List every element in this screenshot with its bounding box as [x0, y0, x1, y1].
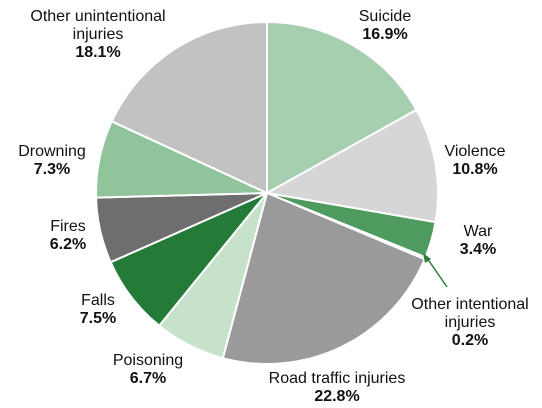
value-label: 3.4%	[459, 241, 497, 258]
slice-label: Suicide 16.9%	[325, 8, 445, 44]
slice-label: Other unintentional injuries 18.1%	[13, 8, 183, 62]
slice-label: Violence 10.8%	[415, 143, 535, 179]
slice-label: Fires 6.2%	[28, 218, 108, 254]
value-label: 6.7%	[129, 370, 167, 387]
category-label: Drowning	[18, 143, 86, 160]
category-label: Suicide	[358, 8, 412, 25]
pie-slice	[266, 20, 418, 195]
leader-arrow	[426, 257, 448, 288]
arrow-head	[423, 253, 431, 263]
category-label: Violence	[444, 143, 506, 160]
value-label: 6.2%	[49, 236, 87, 253]
value-label: 7.5%	[79, 310, 117, 327]
slice-label: Other intentional injuries 0.2%	[390, 296, 542, 350]
value-label: 22.8%	[314, 388, 360, 405]
category-label: Other unintentional injuries	[30, 8, 166, 43]
slice-label: Falls 7.5%	[58, 292, 138, 328]
category-label: Other intentional injuries	[411, 296, 529, 331]
category-label: Road traffic injuries	[268, 370, 406, 387]
value-label: 16.9%	[362, 26, 408, 43]
value-label: 18.1%	[75, 44, 121, 61]
pie-slice	[221, 191, 426, 365]
pie-slice	[110, 20, 268, 195]
category-label: Poisoning	[112, 352, 184, 369]
value-label: 7.3%	[33, 161, 71, 178]
category-label: Fires	[50, 218, 86, 235]
value-label: 0.2%	[451, 332, 489, 349]
value-label: 10.8%	[452, 161, 498, 178]
pie-slice	[264, 108, 439, 224]
slice-label: Drowning 7.3%	[0, 143, 107, 179]
category-label: Falls	[81, 292, 115, 309]
slice-label: Poisoning 6.7%	[88, 352, 208, 388]
slice-label: War 3.4%	[438, 223, 518, 259]
slice-label: Road traffic injuries 22.8%	[227, 370, 447, 406]
category-label: War	[463, 223, 493, 240]
